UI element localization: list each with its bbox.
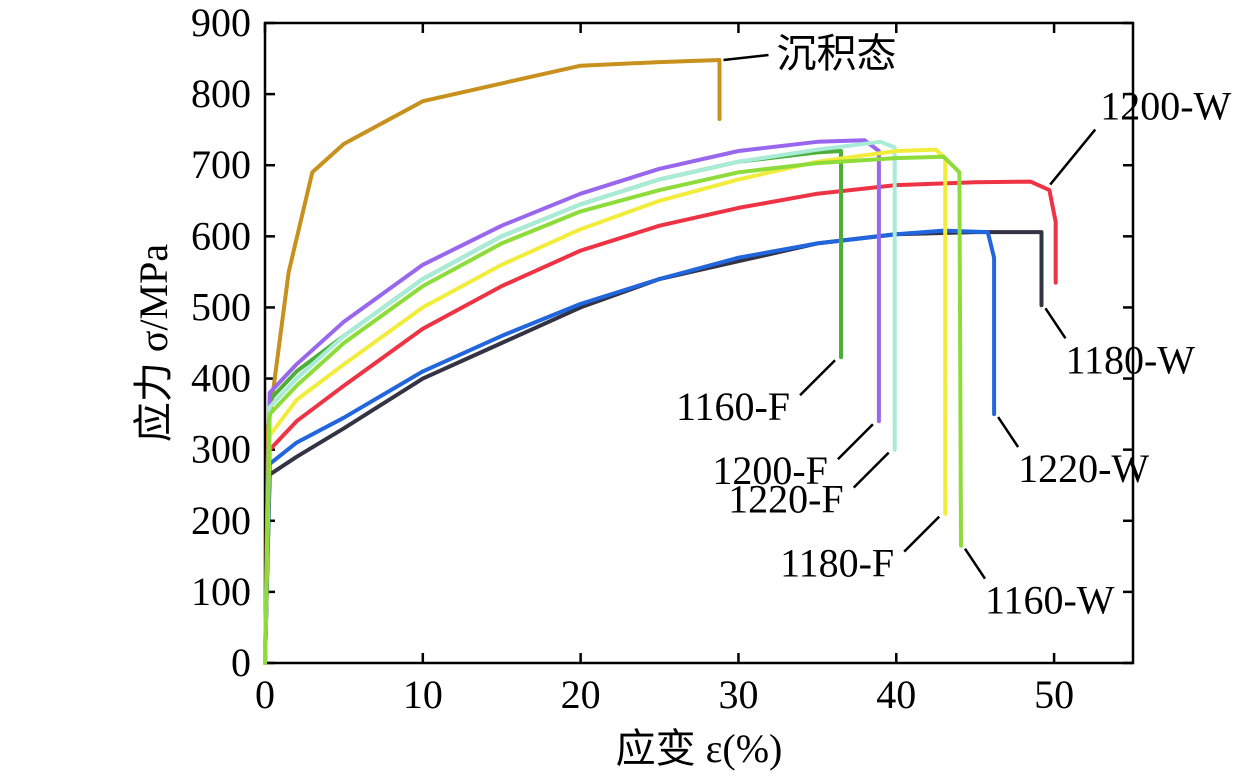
y-tick-label: 800 bbox=[191, 71, 251, 116]
series-label: 1180-F bbox=[780, 541, 894, 586]
series-line-1200-W bbox=[263, 179, 1058, 665]
y-tick-label: 600 bbox=[191, 213, 251, 258]
y-axis-title: 应力 σ/MPa bbox=[131, 244, 176, 442]
leader-line bbox=[997, 416, 1020, 448]
series-line-1160-W bbox=[263, 154, 963, 665]
series-line-1220-F bbox=[263, 139, 897, 665]
y-tick-label: 700 bbox=[191, 142, 251, 187]
series-line-1220-W bbox=[263, 228, 997, 665]
plot-frame bbox=[263, 21, 1135, 665]
x-tick-label: 10 bbox=[403, 672, 443, 717]
x-tick-label: 50 bbox=[1034, 672, 1074, 717]
y-tick-label: 100 bbox=[191, 569, 251, 614]
curves bbox=[263, 58, 1058, 665]
leader-line bbox=[799, 359, 836, 397]
x-tick-label: 40 bbox=[876, 672, 916, 717]
y-tick-label: 300 bbox=[191, 427, 251, 472]
x-axis-title: 应变 ε(%) bbox=[616, 726, 783, 771]
series-label: 沉积态 bbox=[777, 31, 897, 76]
series-label: 1200-W bbox=[1100, 84, 1231, 129]
series-label: 1220-F bbox=[728, 477, 844, 522]
annotation-leaders bbox=[723, 53, 1097, 580]
y-tick-label: 0 bbox=[231, 640, 251, 685]
y-tick-label: 500 bbox=[191, 284, 251, 329]
x-tick-label: 30 bbox=[718, 672, 758, 717]
y-tick-label: 400 bbox=[191, 356, 251, 401]
leader-line bbox=[852, 451, 890, 489]
series-label: 1160-F bbox=[676, 384, 790, 429]
y-tick-label: 200 bbox=[191, 498, 251, 543]
leader-line bbox=[903, 515, 941, 553]
leader-line bbox=[723, 53, 769, 62]
y-tick-label: 900 bbox=[191, 0, 251, 45]
leader-line bbox=[1044, 307, 1067, 340]
series-line-1200-F bbox=[263, 138, 881, 665]
leader-line bbox=[963, 547, 987, 580]
leader-line bbox=[1049, 128, 1097, 186]
x-axis: 0 10 20 30 40 50 bbox=[255, 23, 1074, 717]
series-label: 1220-W bbox=[1018, 446, 1149, 491]
leader-line bbox=[837, 423, 874, 461]
y-axis: 0 100 200 300 400 500 600 700 800 900 bbox=[191, 0, 1133, 685]
series-line-1180-F bbox=[263, 147, 948, 665]
series-line-沉积态 bbox=[263, 58, 722, 665]
series-label: 1200-F bbox=[712, 448, 828, 493]
series-label: 1180-W bbox=[1065, 337, 1195, 382]
series-label: 1160-W bbox=[985, 578, 1115, 623]
x-tick-label: 0 bbox=[255, 672, 275, 717]
x-tick-label: 20 bbox=[561, 672, 601, 717]
